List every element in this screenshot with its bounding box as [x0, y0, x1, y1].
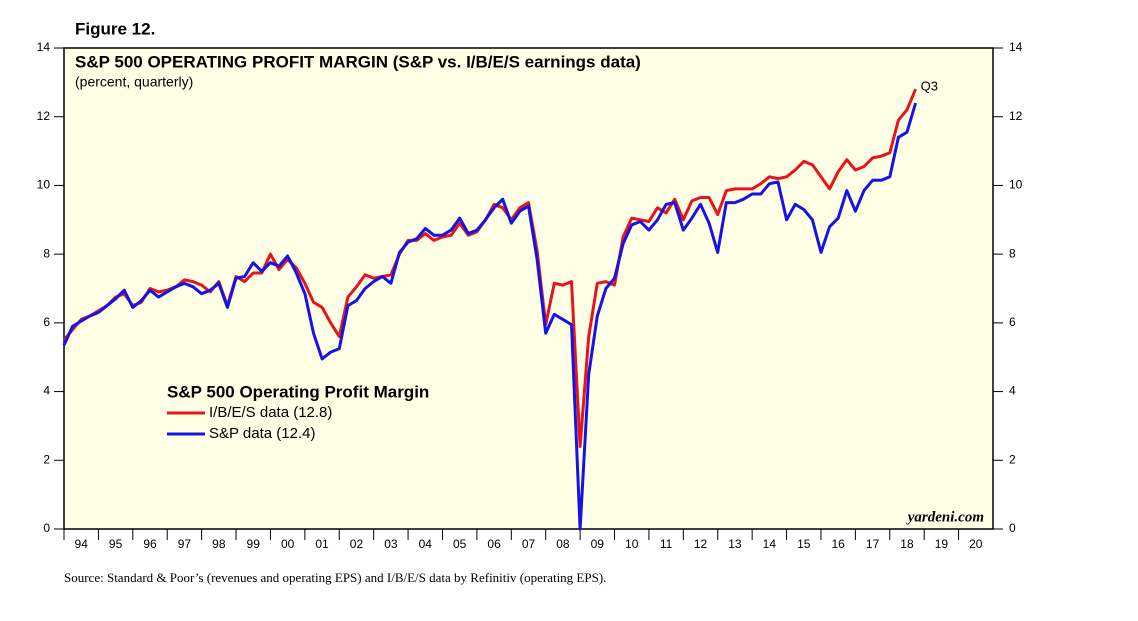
x-tick-label: 04 [419, 537, 433, 551]
x-tick-label: 06 [487, 537, 501, 551]
source-note: Source: Standard & Poor’s (revenues and … [64, 570, 606, 585]
y2-tick-label: 10 [1009, 178, 1023, 192]
x-tick-label: 09 [591, 537, 605, 551]
x-tick-label: 08 [556, 537, 570, 551]
annotation: Q3 [921, 79, 938, 94]
y-tick-label: 14 [37, 40, 51, 54]
x-tick-label: 11 [660, 537, 673, 551]
x-tick-label: 96 [143, 537, 157, 551]
x-tick-label: 16 [831, 537, 845, 551]
x-tick-label: 95 [109, 537, 123, 551]
x-tick-label: 19 [935, 537, 949, 551]
x-tick-label: 94 [75, 537, 89, 551]
y-tick-label: 4 [43, 384, 50, 398]
y-tick-label: 10 [37, 178, 51, 192]
y-tick-label: 0 [43, 521, 50, 535]
y2-tick-label: 6 [1009, 315, 1016, 329]
x-tick-label: 02 [350, 537, 364, 551]
x-tick-label: 01 [315, 537, 329, 551]
x-tick-label: 03 [384, 537, 398, 551]
y2-tick-label: 12 [1009, 109, 1023, 123]
chart-subtitle: (percent, quarterly) [75, 74, 193, 90]
x-tick-label: 07 [522, 537, 536, 551]
data-line [62, 102, 918, 531]
y-tick-label: 2 [43, 452, 50, 466]
watermark: yardeni.com [906, 509, 984, 525]
x-tick-label: 17 [866, 537, 880, 551]
chart-title: S&P 500 OPERATING PROFIT MARGIN (S&P vs.… [75, 52, 641, 71]
legend-title: S&P 500 Operating Profit Margin [167, 382, 429, 401]
x-tick-label: 18 [900, 537, 914, 551]
y2-tick-label: 14 [1009, 40, 1023, 54]
y-tick-label: 12 [37, 109, 51, 123]
plot-area [63, 47, 994, 530]
x-tick-label: 99 [247, 537, 261, 551]
y2-tick-label: 8 [1009, 246, 1016, 260]
legend-label: I/B/E/S data (12.8) [209, 404, 332, 421]
y2-tick-label: 2 [1009, 452, 1016, 466]
x-tick-label: 13 [728, 537, 742, 551]
y-tick-label: 8 [43, 246, 50, 260]
y2-tick-label: 0 [1009, 521, 1016, 535]
x-tick-label: 97 [178, 537, 192, 551]
figure-label: Figure 12. [75, 19, 155, 38]
x-tick-label: 20 [969, 537, 983, 551]
y2-tick-label: 4 [1009, 384, 1016, 398]
y-tick-label: 6 [43, 315, 50, 329]
x-tick-label: 14 [763, 537, 777, 551]
x-tick-label: 15 [797, 537, 811, 551]
x-tick-label: 10 [625, 537, 639, 551]
x-tick-label: 00 [281, 537, 295, 551]
x-tick-label: 12 [694, 537, 708, 551]
legend-label: S&P data (12.4) [209, 425, 315, 442]
x-tick-label: 05 [453, 537, 467, 551]
x-tick-label: 98 [212, 537, 226, 551]
